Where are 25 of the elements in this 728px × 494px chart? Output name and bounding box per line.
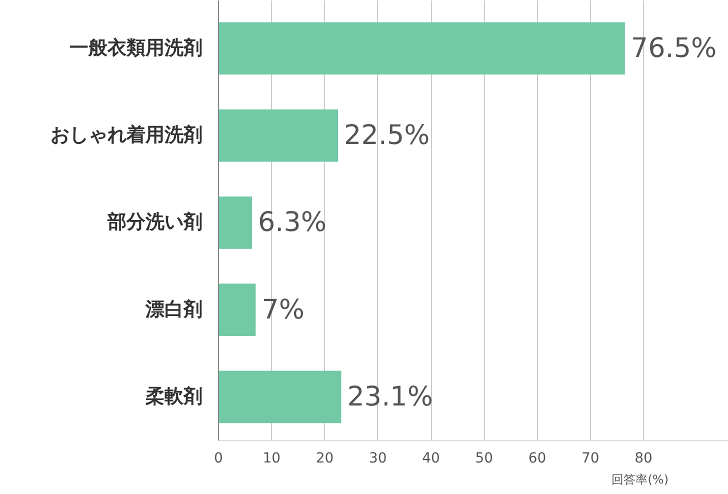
x-tick-label: 20 bbox=[316, 450, 334, 466]
bar bbox=[218, 370, 342, 424]
bar bbox=[218, 284, 256, 336]
y-tick-label: 柔軟剤 bbox=[144, 385, 202, 408]
data-label: 6.3% bbox=[258, 207, 327, 238]
y-tick-label: 部分洗い剤 bbox=[106, 211, 202, 234]
data-label: 7% bbox=[262, 294, 305, 326]
x-tick-label: 50 bbox=[475, 450, 494, 466]
data-label: 22.5% bbox=[344, 120, 430, 152]
x-tick-label: 80 bbox=[634, 450, 652, 466]
x-tick-label: 40 bbox=[422, 450, 440, 466]
bar bbox=[218, 109, 338, 162]
y-tick-label: 一般衣類用洗剤 bbox=[70, 36, 202, 59]
x-axis-title: 回答率(%) bbox=[612, 472, 668, 486]
bar bbox=[218, 196, 252, 249]
y-tick-label: 漂白剤 bbox=[144, 298, 202, 320]
data-label: 76.5% bbox=[630, 32, 717, 64]
x-tick-label: 0 bbox=[214, 450, 223, 466]
bar bbox=[218, 22, 625, 75]
x-tick-label: 60 bbox=[528, 450, 546, 466]
x-tick-label: 70 bbox=[581, 450, 600, 466]
x-tick-label: 10 bbox=[262, 450, 281, 466]
x-tick-label: 30 bbox=[368, 450, 387, 466]
data-label: 23.1% bbox=[347, 381, 433, 412]
y-tick-label: おしゃれ着用洗剤 bbox=[50, 124, 202, 146]
